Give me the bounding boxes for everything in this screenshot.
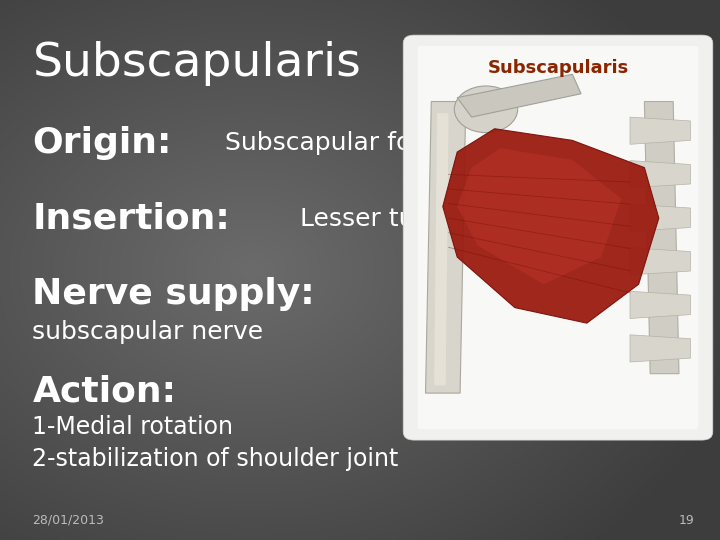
Polygon shape bbox=[434, 113, 449, 386]
Text: Action:: Action: bbox=[32, 375, 176, 408]
Polygon shape bbox=[426, 102, 466, 393]
Polygon shape bbox=[457, 75, 581, 117]
Text: Lesser tuberosity of humerus: Lesser tuberosity of humerus bbox=[292, 207, 667, 231]
Polygon shape bbox=[443, 129, 659, 323]
Polygon shape bbox=[630, 117, 690, 144]
Text: Upper and lower: Upper and lower bbox=[401, 282, 616, 306]
Polygon shape bbox=[630, 291, 690, 319]
Text: Origin:: Origin: bbox=[32, 126, 172, 160]
Text: Subscapularis: Subscapularis bbox=[32, 40, 361, 85]
Ellipse shape bbox=[454, 86, 518, 133]
FancyBboxPatch shape bbox=[403, 35, 713, 440]
Text: Nerve supply:: Nerve supply: bbox=[32, 278, 315, 311]
Polygon shape bbox=[644, 102, 679, 374]
Text: Subscapular fossa: Subscapular fossa bbox=[217, 131, 452, 155]
Text: 1-Medial rotation: 1-Medial rotation bbox=[32, 415, 233, 438]
Text: 2-stabilization of shoulder joint: 2-stabilization of shoulder joint bbox=[32, 447, 399, 471]
Text: 28/01/2013: 28/01/2013 bbox=[32, 514, 104, 526]
Text: Subscapularis: Subscapularis bbox=[487, 59, 629, 77]
Polygon shape bbox=[630, 335, 690, 362]
Polygon shape bbox=[630, 204, 690, 231]
Text: Insertion:: Insertion: bbox=[32, 202, 230, 235]
Text: subscapular nerve: subscapular nerve bbox=[32, 320, 264, 344]
Polygon shape bbox=[630, 248, 690, 275]
Polygon shape bbox=[457, 148, 621, 284]
Polygon shape bbox=[630, 160, 690, 188]
FancyBboxPatch shape bbox=[418, 46, 698, 429]
Text: 19: 19 bbox=[679, 514, 695, 526]
